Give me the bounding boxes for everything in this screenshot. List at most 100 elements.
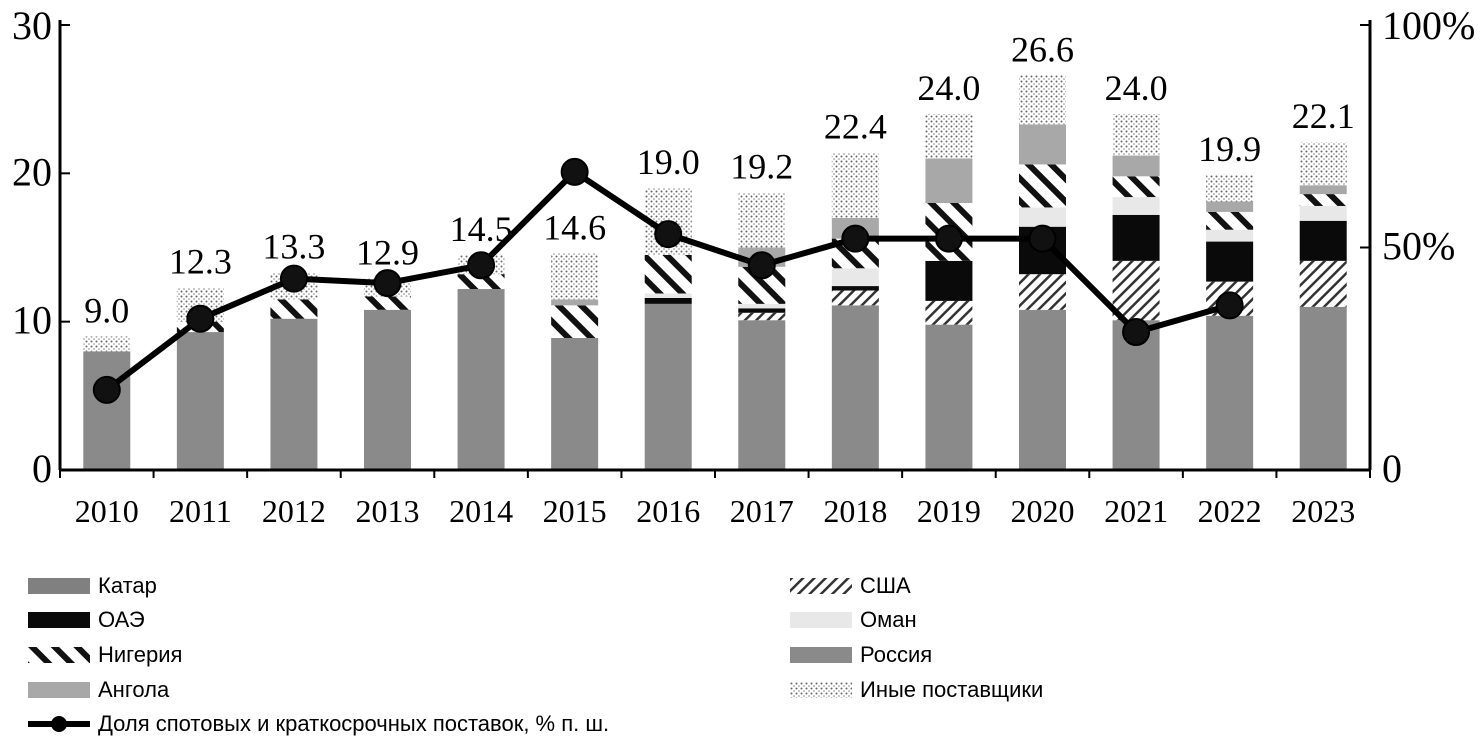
share-point-2019	[934, 224, 963, 253]
bar-russia-2022	[1206, 315, 1254, 470]
legend-label-usa: США	[860, 573, 911, 598]
bar-russia-2018	[831, 305, 879, 470]
x-tick-2012: 2012	[262, 493, 326, 529]
bar-russia-2013	[364, 309, 411, 470]
bar-other-2017	[738, 192, 786, 248]
legend-label-line: Доля спотовых и краткосрочных поставок, …	[98, 711, 610, 736]
bar-russia-2015	[551, 337, 599, 470]
bar-usa-2019	[925, 300, 973, 325]
bar-russia-2020	[1019, 309, 1066, 470]
bar-russia-2023	[1299, 306, 1347, 470]
bar-usa-2021	[1112, 260, 1160, 321]
bar-russia-2010	[83, 351, 131, 470]
share-point-2014	[467, 251, 496, 280]
bar-angola-2022	[1206, 201, 1254, 212]
legend-item-angola: Ангола	[28, 675, 169, 705]
bar-other-2015	[551, 253, 599, 300]
bar-oman-2016	[644, 293, 692, 298]
bar-angola-2015	[551, 299, 599, 306]
x-tick-2015: 2015	[543, 493, 607, 529]
legend-label-qatar: Катар	[98, 573, 157, 598]
bar-nigeria-2012	[270, 299, 318, 319]
legend-swatch-russia	[790, 647, 852, 663]
x-tick-2019: 2019	[917, 493, 981, 529]
bar-other-2020	[1019, 75, 1066, 125]
share-point-2010	[92, 375, 121, 404]
legend-item-uae: ОАЭ	[28, 605, 145, 635]
x-tick-2014: 2014	[449, 493, 513, 529]
legend-swatch-uae	[28, 612, 90, 628]
total-label-2013: 12.9	[356, 233, 419, 273]
x-tick-2020: 2020	[1011, 493, 1075, 529]
bar-other-2018	[831, 152, 879, 218]
legend-item-oman: Оман	[790, 605, 917, 635]
legend-item-russia: Россия	[790, 640, 932, 670]
legend-label-angola: Ангола	[98, 677, 170, 702]
bar-russia-2019	[925, 324, 973, 470]
bar-angola-2019	[925, 158, 973, 203]
bar-nigeria-2021	[1112, 176, 1160, 198]
total-label-2010: 9.0	[84, 291, 129, 331]
bar-oman-2017	[738, 303, 786, 309]
y-left-tick-30: 30	[12, 3, 52, 48]
bar-uae-2016	[644, 297, 692, 304]
total-label-2017: 19.2	[730, 147, 793, 187]
share-point-2013	[373, 269, 402, 298]
bar-nigeria-2020	[1019, 164, 1066, 208]
total-label-2018: 22.4	[824, 107, 887, 147]
total-label-2019: 24.0	[917, 68, 980, 108]
bar-angola-2023	[1299, 185, 1347, 195]
x-tick-2021: 2021	[1104, 493, 1168, 529]
total-label-2020: 26.6	[1011, 29, 1074, 69]
total-label-2022: 19.9	[1198, 129, 1261, 169]
bar-usa-2017	[738, 312, 786, 321]
legend-item-qatar: Катар	[28, 571, 157, 601]
share-point-2020	[1028, 224, 1057, 253]
bar-usa-2023	[1299, 260, 1347, 307]
bar-uae-2018	[831, 286, 879, 291]
bar-russia-2017	[738, 320, 786, 470]
bar-uae-2023	[1299, 220, 1347, 261]
y-right-tick-0: 0	[1382, 446, 1402, 491]
total-label-2016: 19.0	[637, 142, 700, 182]
bar-other-2023	[1299, 142, 1347, 186]
legend-label-other: Иные поставщики	[860, 677, 1044, 702]
x-tick-2018: 2018	[823, 493, 887, 529]
bar-usa-2018	[831, 290, 879, 306]
legend-swatch-oman	[790, 612, 852, 628]
legend-swatch-nigeria	[28, 647, 90, 663]
bar-oman-2022	[1206, 229, 1254, 242]
bar-angola-2020	[1019, 124, 1066, 165]
legend-item-usa: США	[790, 571, 911, 601]
share-point-2011	[186, 304, 215, 333]
bar-oman-2021	[1112, 197, 1160, 215]
bar-nigeria-2022	[1206, 211, 1254, 230]
bar-uae-2021	[1112, 214, 1160, 261]
share-point-2012	[279, 264, 308, 293]
x-tick-2017: 2017	[730, 493, 794, 529]
bar-nigeria-2023	[1299, 194, 1347, 206]
legend-swatch-line	[28, 716, 90, 732]
bar-oman-2020	[1019, 207, 1066, 227]
legend-item-nigeria: Нигерия	[28, 640, 182, 670]
bar-russia-2016	[644, 303, 692, 470]
legend-swatch-angola	[28, 682, 90, 698]
bar-uae-2022	[1206, 241, 1254, 282]
share-point-2016	[654, 220, 683, 249]
x-tick-2023: 2023	[1291, 493, 1355, 529]
bar-other-2010	[83, 336, 131, 352]
x-tick-2022: 2022	[1198, 493, 1262, 529]
total-label-2023: 22.1	[1292, 96, 1355, 136]
chart: 9.0201012.3201113.3201212.9201314.520141…	[12, 3, 1475, 529]
x-tick-2016: 2016	[636, 493, 700, 529]
legend-item-line: Доля спотовых и краткосрочных поставок, …	[28, 709, 609, 739]
total-label-2021: 24.0	[1105, 68, 1168, 108]
share-point-2022	[1215, 291, 1244, 320]
y-right-tick-100%: 100%	[1382, 3, 1475, 48]
total-label-2011: 12.3	[169, 242, 232, 282]
bar-uae-2019	[925, 260, 973, 301]
bar-russia-2014	[457, 289, 505, 470]
y-right-tick-50%: 50%	[1382, 224, 1455, 269]
legend-label-russia: Россия	[860, 642, 933, 667]
